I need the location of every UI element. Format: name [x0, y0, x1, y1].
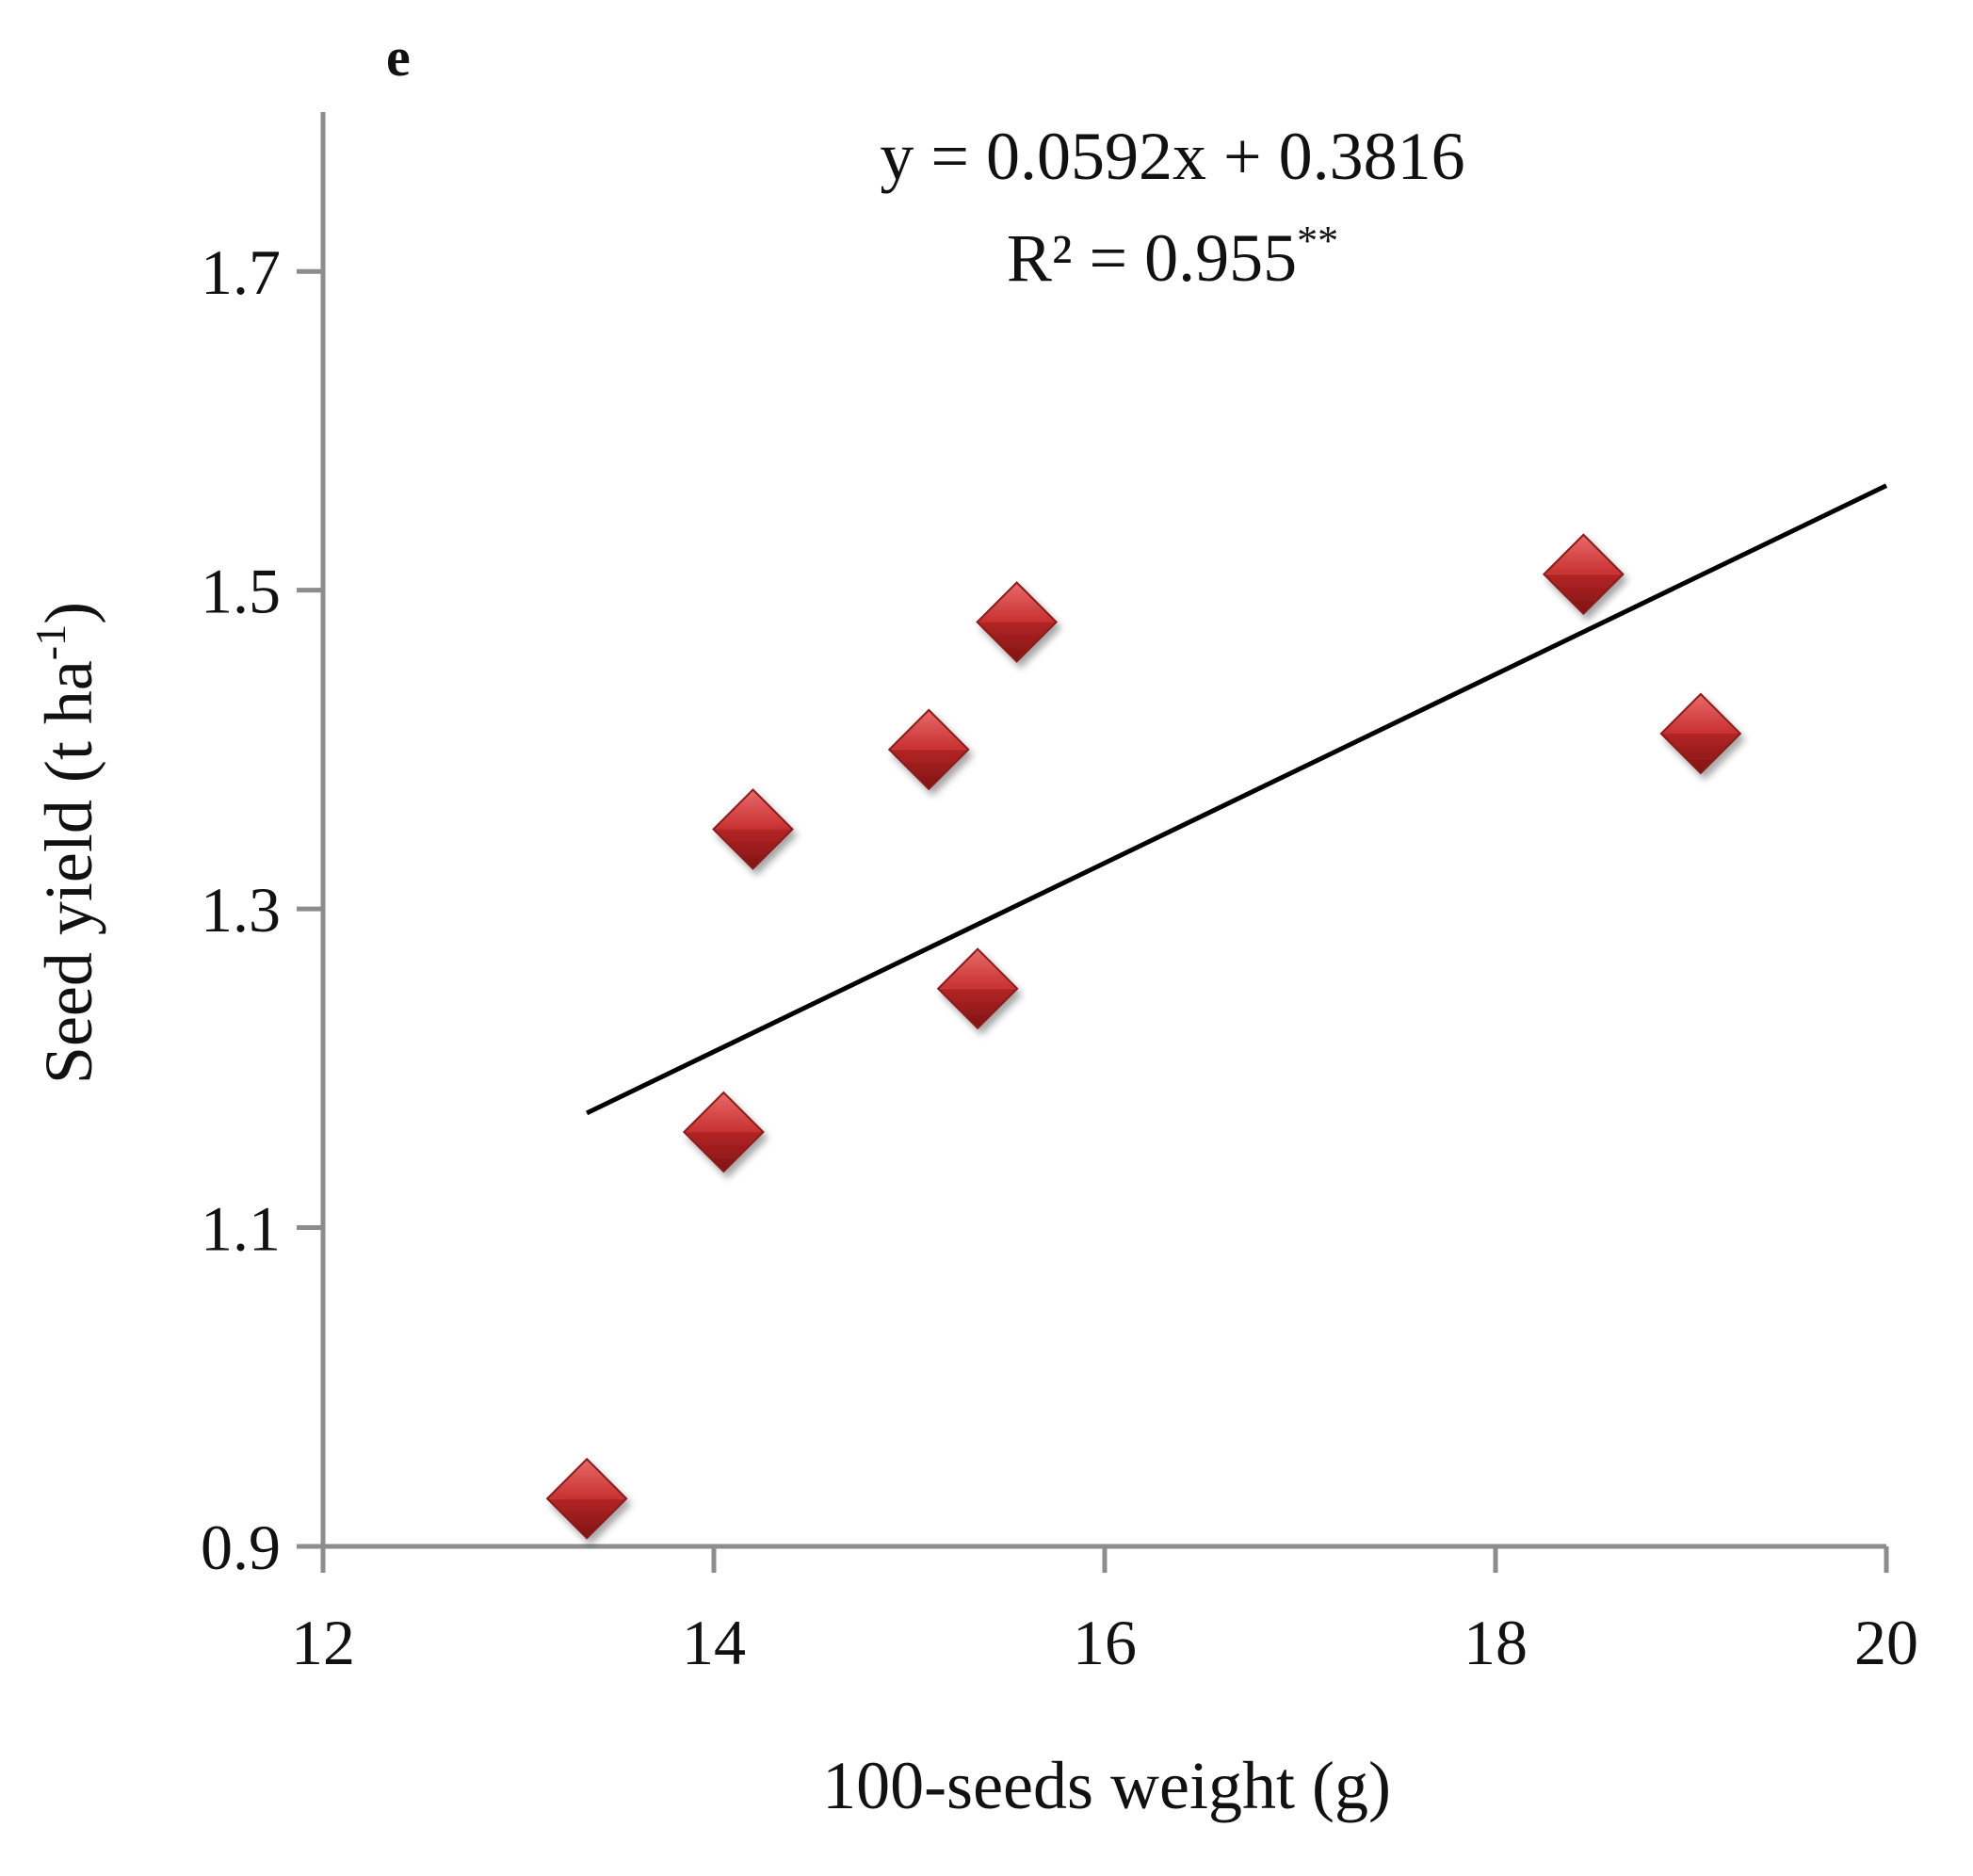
- data-point-bottom-facet: [889, 749, 969, 789]
- data-point-bottom-facet: [684, 1132, 764, 1172]
- data-point-outline: [712, 788, 794, 870]
- data-point-bottom-facet: [1544, 574, 1624, 614]
- data-point: [1659, 692, 1742, 775]
- x-tick-label: 16: [1073, 1607, 1137, 1678]
- data-point-bottom-facet: [547, 1498, 627, 1539]
- data-point-top-facet: [1660, 693, 1740, 734]
- data-point-outline: [936, 947, 1019, 1030]
- r2-significance: **: [1297, 218, 1338, 264]
- data-point-bottom-facet: [713, 829, 793, 869]
- data-point-outline: [1542, 533, 1625, 616]
- y-tick-label: 0.9: [201, 1512, 281, 1583]
- data-point-outline: [887, 708, 970, 791]
- y-tick-label: 1.3: [201, 874, 281, 946]
- data-point-outline: [1659, 692, 1742, 775]
- equation-label: y = 0.0592x + 0.3816: [880, 119, 1464, 194]
- data-point-bottom-facet: [1660, 733, 1740, 773]
- points-group: [545, 533, 1742, 1540]
- y-tick-label: 1.5: [201, 556, 281, 627]
- y-tick-label: 1.1: [201, 1193, 281, 1265]
- data-point: [682, 1091, 765, 1173]
- y-tick-label: 1.7: [201, 236, 281, 308]
- ticks-group: 12 14 16 18 20 0.9 1.1 1.3 1.5 1.7: [201, 236, 1918, 1678]
- data-point: [712, 788, 794, 870]
- trendline-group: [586, 483, 1888, 1116]
- data-point: [887, 708, 970, 791]
- data-point: [936, 947, 1019, 1030]
- r2-value: R² = 0.955: [1007, 220, 1297, 296]
- data-point-outline: [976, 581, 1059, 663]
- data-point-top-facet: [547, 1459, 627, 1499]
- data-point-bottom-facet: [977, 622, 1057, 662]
- data-point-top-facet: [684, 1092, 764, 1133]
- x-tick-label: 12: [291, 1607, 355, 1678]
- y-axis-title-superscript: -1: [26, 624, 74, 660]
- data-point-top-facet: [1544, 534, 1624, 574]
- data-point-top-facet: [713, 789, 793, 830]
- data-point: [545, 1457, 628, 1540]
- data-point-top-facet: [977, 582, 1057, 623]
- x-tick-label: 18: [1464, 1607, 1528, 1678]
- y-axis-title-suffix: ): [31, 602, 106, 624]
- y-axis-title-main: Seed yield (t ha: [31, 660, 106, 1084]
- data-point-bottom-facet: [938, 988, 1018, 1028]
- x-tick-label: 14: [682, 1607, 746, 1678]
- data-point: [1542, 533, 1625, 616]
- x-axis-title: 100-seeds weight (g): [822, 1748, 1391, 1823]
- panel-label: e: [386, 26, 411, 88]
- x-tick-label: 20: [1854, 1607, 1918, 1678]
- data-point: [976, 581, 1059, 663]
- r2-label: R² = 0.955**: [1007, 218, 1338, 296]
- axes-group: [320, 112, 1886, 1549]
- y-axis-title: Seed yield (t ha-1): [26, 602, 106, 1084]
- trendline: [586, 483, 1888, 1116]
- data-point-top-facet: [889, 709, 969, 750]
- data-point-outline: [545, 1457, 628, 1540]
- data-point-top-facet: [938, 948, 1018, 989]
- data-point-outline: [682, 1091, 765, 1173]
